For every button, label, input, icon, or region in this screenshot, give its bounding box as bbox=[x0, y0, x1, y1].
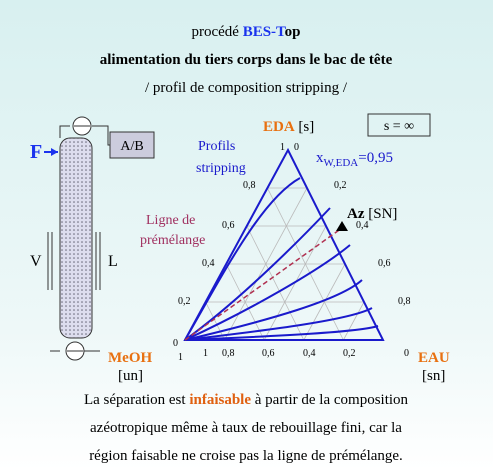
label: EDA bbox=[263, 119, 295, 135]
profiles-label: Profils bbox=[198, 139, 235, 154]
footer: région faisable ne croise pas la ligne d… bbox=[89, 448, 403, 464]
subtitle: alimentation du tiers corps dans le bac … bbox=[100, 52, 393, 68]
label: 0 bbox=[404, 348, 409, 359]
label: infaisable bbox=[189, 392, 251, 408]
profiles-label: stripping bbox=[196, 161, 246, 176]
footer: azéotropique même à taux de rebouillage … bbox=[90, 420, 402, 436]
label: 0,4 bbox=[202, 258, 215, 269]
label: W,EDA bbox=[324, 157, 359, 169]
label: Az bbox=[347, 206, 365, 222]
product: A/B bbox=[120, 139, 143, 154]
premix-label: prémélange bbox=[140, 233, 205, 248]
reflux-box bbox=[367, 113, 431, 137]
profile: / profil de composition stripping / bbox=[145, 80, 348, 96]
feed: F bbox=[30, 141, 42, 163]
left-vertex-tag: [un] bbox=[118, 368, 143, 384]
label: 0,6 bbox=[222, 220, 235, 231]
label: =0,95 bbox=[358, 150, 393, 166]
label: 0,8 bbox=[398, 296, 411, 307]
label: BES-T bbox=[243, 24, 286, 40]
label: 0,2 bbox=[334, 180, 347, 191]
footer: La séparation est infaisable à partir de… bbox=[84, 392, 409, 408]
title: procédé BES-Top bbox=[191, 24, 300, 40]
label: 1 bbox=[203, 348, 208, 359]
label: 0,8 bbox=[243, 180, 256, 191]
label: [SN] bbox=[368, 206, 397, 222]
label: 0,6 bbox=[262, 348, 275, 359]
label: 0 bbox=[173, 338, 178, 349]
ticks: 1 0,8 0,6 0,4 0,2 0 1 0,8 0,6 0,4 0,2 0 0 0,2 0,4 0,6… bbox=[173, 142, 411, 363]
label: procédé bbox=[191, 24, 239, 40]
column bbox=[44, 116, 155, 361]
top-vertex: EDA [s] bbox=[263, 119, 314, 135]
liquid: L bbox=[108, 253, 118, 270]
label: 0,4 bbox=[356, 220, 369, 231]
azeotrope-label: Az [SN] bbox=[347, 206, 397, 222]
premix-label: Ligne de bbox=[146, 213, 195, 228]
vapor: V bbox=[30, 253, 42, 270]
right-vertex: EAU bbox=[418, 350, 450, 366]
label: La séparation est bbox=[84, 392, 186, 408]
label: 1 bbox=[280, 142, 285, 153]
stripping-profiles bbox=[183, 147, 385, 341]
label: 0,6 bbox=[378, 258, 391, 269]
left-vertex: MeOH bbox=[108, 350, 152, 366]
reflux: s = ∞ bbox=[384, 119, 414, 134]
label: 0 bbox=[294, 142, 299, 153]
premix-line bbox=[184, 227, 343, 341]
label: 0,2 bbox=[178, 296, 191, 307]
label: 1 bbox=[178, 352, 183, 363]
right-vertex-tag: [sn] bbox=[422, 368, 445, 384]
label: à partir de la composition bbox=[255, 392, 409, 408]
composition-label: xW,EDA=0,95 bbox=[316, 150, 393, 169]
label: 0,4 bbox=[303, 348, 316, 359]
label: 0,2 bbox=[343, 348, 356, 359]
label: x bbox=[316, 150, 324, 166]
label: 0,8 bbox=[222, 348, 235, 359]
azeotrope-marker bbox=[336, 221, 348, 231]
label: [s] bbox=[298, 119, 314, 135]
label: op bbox=[285, 24, 301, 40]
